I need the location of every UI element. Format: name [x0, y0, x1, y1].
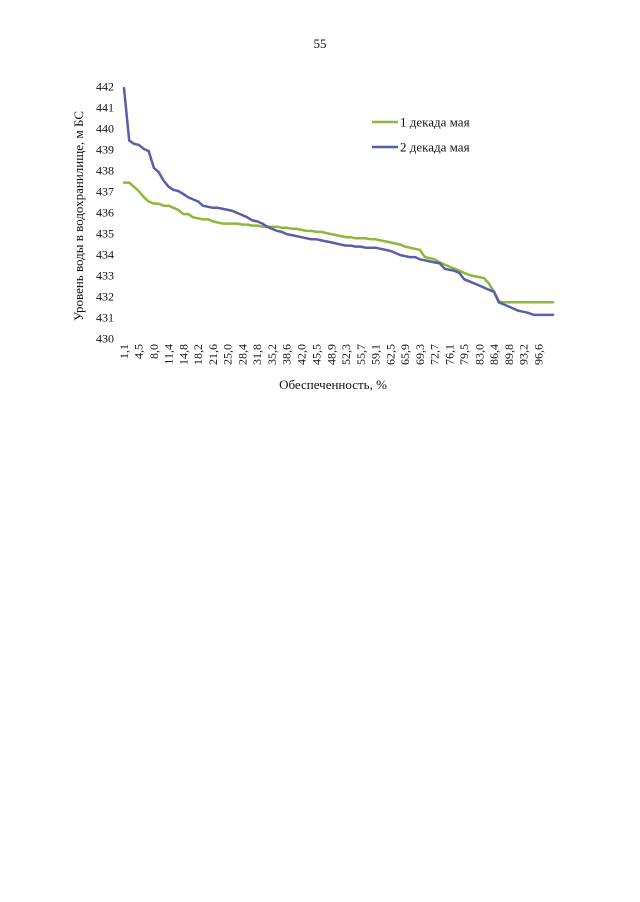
x-tick-label: 76,1: [442, 344, 456, 365]
x-tick-label: 52,3: [339, 344, 353, 365]
y-tick-label: 439: [96, 143, 114, 157]
y-tick-label: 432: [96, 290, 114, 304]
y-tick-label: 437: [96, 185, 114, 199]
x-tick-label: 79,5: [457, 344, 471, 365]
x-tick-label: 59,1: [369, 344, 383, 365]
y-tick-label: 433: [96, 269, 114, 283]
y-tick-label: 435: [96, 227, 114, 241]
series-line-2: [122, 86, 555, 317]
x-axis-ticks: 1,1 4,5 8,0 11,4 14,8 18,2 21,6 25,0 28,4 31,8 35,…: [117, 344, 545, 365]
x-tick-label: 83,0: [472, 344, 486, 365]
x-tick-label: 21,6: [206, 344, 220, 365]
x-tick-label: 31,8: [250, 344, 264, 365]
x-tick-label: 8,0: [147, 344, 161, 359]
x-tick-label: 45,5: [310, 344, 324, 365]
x-tick-label: 86,4: [487, 344, 501, 365]
y-tick-label: 442: [96, 80, 114, 94]
y-axis-label: Уровень воды в водохранилище, м БС: [71, 111, 86, 321]
y-tick-label: 436: [96, 206, 114, 220]
y-tick-label: 440: [96, 122, 114, 136]
series-line-1: [122, 181, 555, 304]
legend: 1 декада мая 2 декада мая: [372, 115, 470, 155]
y-tick-label: 430: [96, 332, 114, 346]
x-tick-label: 69,3: [413, 344, 427, 365]
y-tick-label: 438: [96, 164, 114, 178]
x-tick-label: 89,8: [502, 344, 516, 365]
x-tick-label: 11,4: [162, 344, 176, 365]
x-tick-label: 55,7: [354, 344, 368, 365]
x-tick-label: 42,0: [294, 344, 308, 365]
series-layer: [122, 86, 555, 317]
x-tick-label: 28,4: [235, 344, 249, 365]
page-number: 55: [313, 36, 327, 51]
x-tick-label: 96,6: [531, 344, 545, 365]
x-axis-label: Обеспеченность, %: [279, 377, 387, 392]
x-tick-label: 48,9: [324, 344, 338, 365]
y-tick-label: 434: [96, 248, 114, 262]
y-tick-label: 441: [96, 101, 114, 115]
x-tick-label: 18,2: [191, 344, 205, 365]
x-tick-label: 62,5: [383, 344, 397, 365]
x-tick-label: 4,5: [132, 344, 146, 359]
x-tick-label: 93,2: [517, 344, 531, 365]
x-tick-label: 25,0: [221, 344, 235, 365]
x-tick-label: 38,6: [280, 344, 294, 365]
y-axis-ticks: 430 431 432 433 434 435 436 437 438 439 440 441 442: [96, 80, 114, 346]
x-tick-label: 35,2: [265, 344, 279, 365]
x-tick-label: 72,7: [428, 344, 442, 365]
y-tick-label: 431: [96, 311, 114, 325]
x-tick-label: 14,8: [176, 344, 190, 365]
legend-label-2: 2 декада мая: [400, 140, 470, 155]
legend-label-1: 1 декада мая: [400, 115, 470, 130]
x-tick-label: 1,1: [117, 344, 131, 359]
x-tick-label: 65,9: [398, 344, 412, 365]
